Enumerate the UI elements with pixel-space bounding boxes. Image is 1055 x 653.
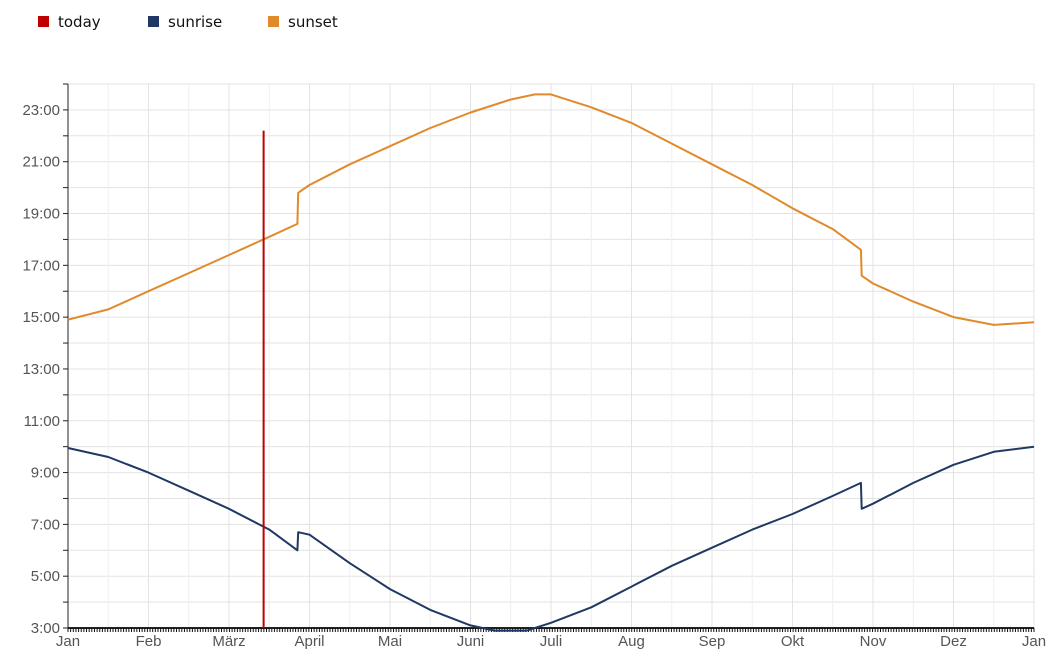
x-tick-label-Feb: Feb <box>136 633 162 650</box>
x-tick-label-Juni: Juni <box>457 633 485 650</box>
x-tick-label-Nov: Nov <box>860 633 887 650</box>
y-tick-label: 11:00 <box>24 413 60 430</box>
y-tick-label: 3:00 <box>31 620 60 637</box>
legend: today sunrise sunset <box>38 13 338 31</box>
tick-labels: 3:00 5:00 7:00 9:00 11:00 13:00 15:00 17:00 19:0… <box>22 102 1046 650</box>
x-tick-label-März: März <box>212 633 245 650</box>
legend-label-sunset: sunset <box>288 13 338 31</box>
y-tick-label: 13:00 <box>22 361 60 378</box>
x-tick-label-Juli: Juli <box>540 633 563 650</box>
y-tick-label: 23:00 <box>22 102 60 119</box>
x-tick-label-Sep: Sep <box>699 633 726 650</box>
x-tick-label-April: April <box>294 633 324 650</box>
series-layer <box>67 93 1035 632</box>
y-tick-label: 7:00 <box>31 516 60 533</box>
y-tick-label: 19:00 <box>22 206 60 223</box>
legend-swatch-sunset <box>268 16 279 27</box>
axes <box>63 83 1035 632</box>
y-tick-label: 5:00 <box>31 568 60 585</box>
legend-label-today: today <box>58 13 101 31</box>
y-tick-label: 17:00 <box>22 257 60 274</box>
x-tick-label-Dez: Dez <box>940 633 967 650</box>
legend-swatch-sunrise <box>148 16 159 27</box>
y-tick-label: 21:00 <box>22 154 60 171</box>
x-tick-label-Jan: Jan <box>56 633 80 650</box>
x-tick-label-Aug: Aug <box>618 633 645 650</box>
legend-swatch-today <box>38 16 49 27</box>
legend-label-sunrise: sunrise <box>168 13 222 31</box>
series-line-sunrise <box>67 445 1035 632</box>
x-tick-label-Okt: Okt <box>781 633 805 650</box>
grid <box>67 83 1035 629</box>
series-line-sunset <box>67 93 1035 326</box>
y-tick-label: 9:00 <box>31 465 60 482</box>
x-tick-label-Mai: Mai <box>378 633 402 650</box>
x-tick-label-Jan: Jan <box>1022 633 1046 650</box>
y-tick-label: 15:00 <box>22 309 60 326</box>
